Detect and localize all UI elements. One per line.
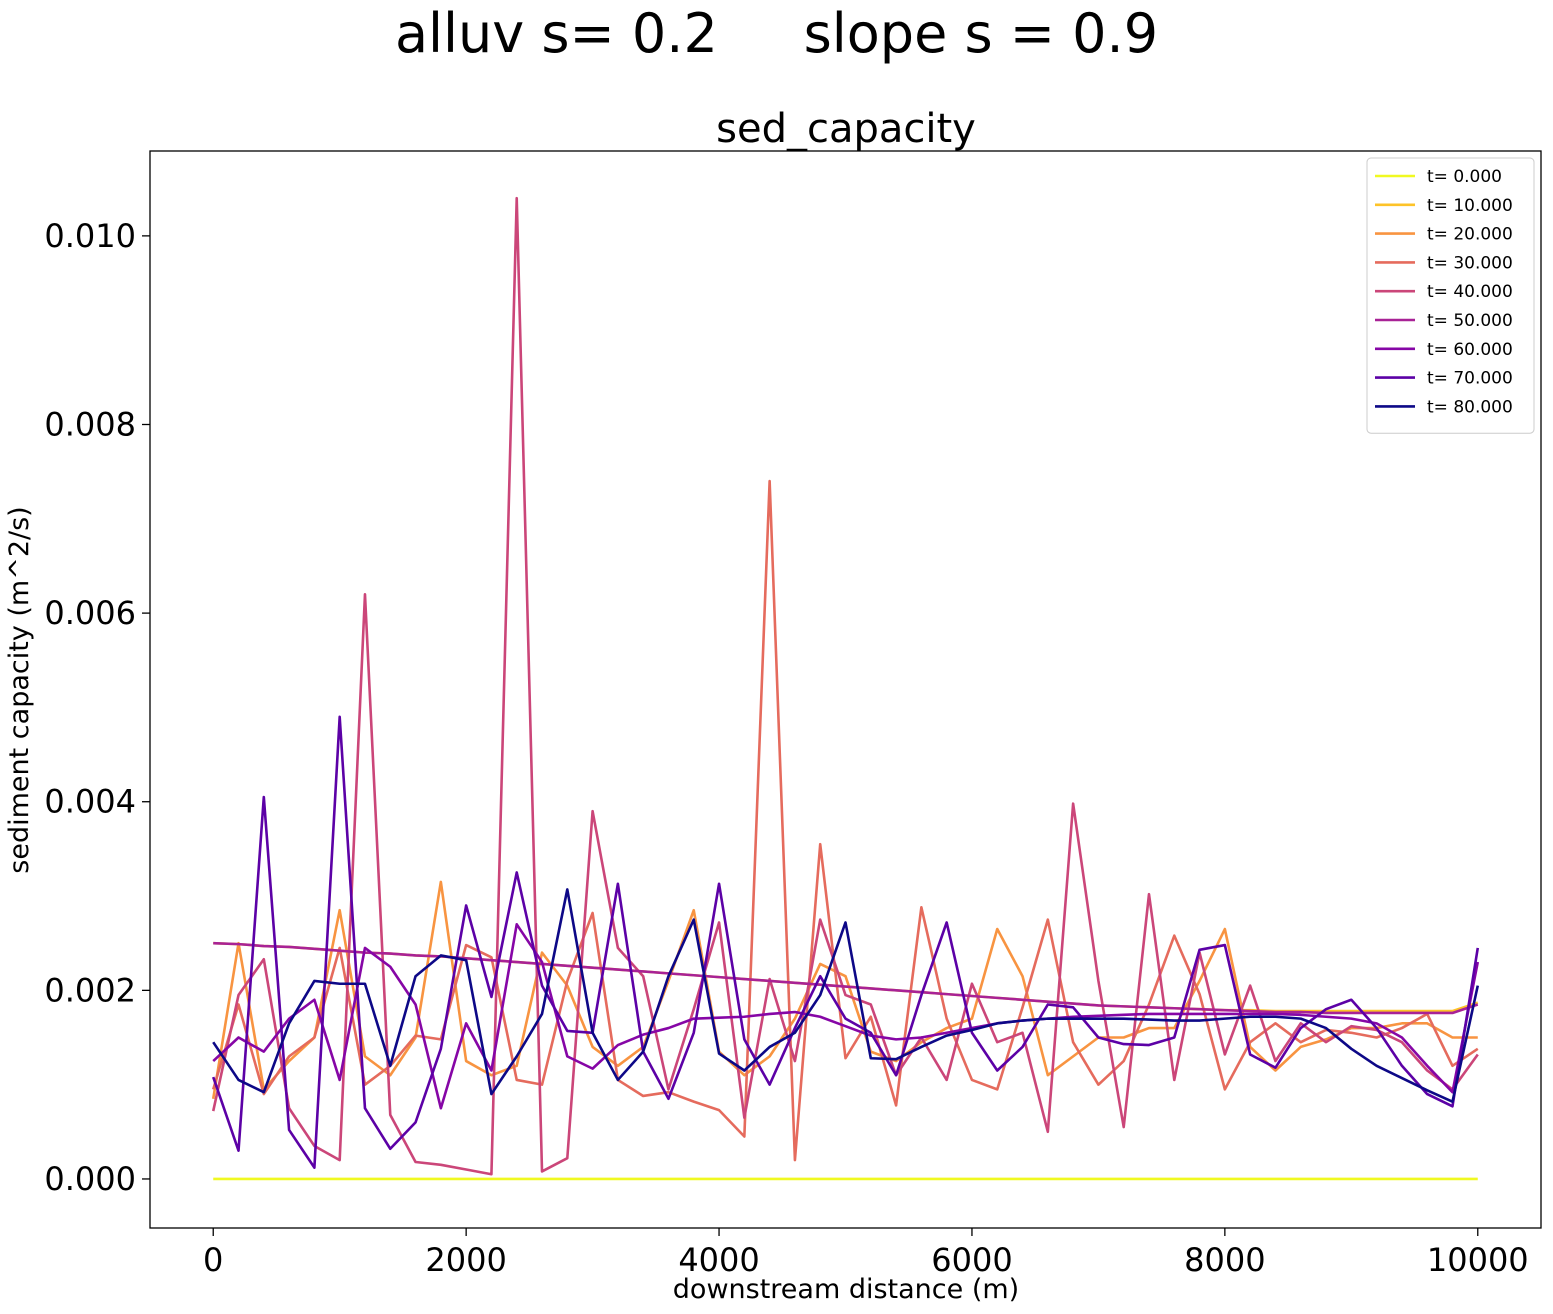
- axes-frame: [149, 150, 1542, 1229]
- y-tick-label: 0.002: [44, 971, 136, 1009]
- series-line-2: [211, 880, 1478, 1100]
- figure-suptitle: alluv s= 0.2 slope s = 0.9: [394, 2, 1159, 65]
- legend-label: t= 0.000: [1427, 167, 1502, 187]
- x-tick-label: 10000: [1427, 1241, 1529, 1279]
- chart-title: sed_capacity: [716, 106, 976, 152]
- series-line-6: [212, 923, 1480, 1110]
- legend-label: t= 80.000: [1427, 397, 1513, 417]
- legend-label: t= 70.000: [1427, 369, 1513, 389]
- legend-label: t= 30.000: [1427, 253, 1513, 273]
- x-tick-label: 4000: [678, 1241, 759, 1279]
- y-tick-label: 0.010: [44, 217, 136, 255]
- y-axis-label: sediment capacity (m^2/s): [4, 506, 35, 873]
- x-axis-label: downstream distance (m): [673, 1274, 1019, 1305]
- legend-box: [1366, 157, 1535, 434]
- x-tick-label: 6000: [931, 1241, 1012, 1279]
- y-tick-label: 0.004: [44, 783, 136, 821]
- legend-label: t= 60.000: [1427, 340, 1513, 360]
- x-axis-ticks: 0 2000 4000 6000 8000 10000: [203, 1228, 1529, 1279]
- y-tick-label: 0.008: [44, 405, 136, 443]
- legend: t= 0.000 t= 10.000 t= 20.000 t= 30.000 t= 40…: [1366, 157, 1535, 434]
- x-tick-label: 8000: [1184, 1241, 1265, 1279]
- series-line-4: [211, 196, 1479, 1176]
- legend-label: t= 20.000: [1427, 225, 1513, 245]
- legend-label: t= 10.000: [1427, 196, 1513, 216]
- series-line-8: [212, 888, 1480, 1103]
- y-tick-label: 0.000: [44, 1160, 136, 1198]
- legend-label: t= 40.000: [1427, 282, 1513, 302]
- series-line-5: [213, 941, 1479, 1015]
- legend-label: t= 50.000: [1427, 311, 1513, 331]
- series-line-7: [212, 715, 1480, 1169]
- x-tick-label: 0: [203, 1241, 223, 1279]
- y-tick-label: 0.006: [44, 594, 136, 632]
- x-tick-label: 2000: [425, 1241, 506, 1279]
- y-axis-ticks: 0.000 0.002 0.004 0.006 0.008 0.010: [44, 217, 150, 1198]
- plot-lines: [211, 196, 1480, 1181]
